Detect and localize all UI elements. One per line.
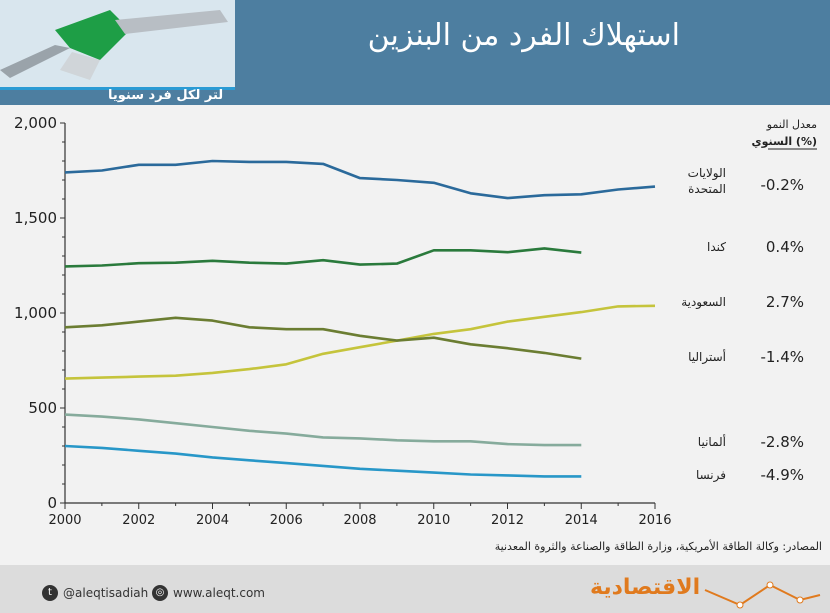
growth-value-canada: 0.4% [766,238,804,256]
series-line-canada [64,247,582,268]
twitter-icon: t [42,585,58,601]
chart-area: 2,000 1,500 1,000 500 0 2000 2002 2004 2006 2008 2… [0,105,830,565]
x-tick-label: 2012 [491,513,524,528]
series-label-usa-2: المتحدة [688,182,726,196]
unit-label: لتر لكل فرد سنويا [108,88,224,103]
header: استهلاك الفرد من البنزين لتر لكل فرد سنو… [0,0,830,105]
y-tick-label: 1,000 [14,304,57,322]
globe-icon: ◎ [152,585,168,601]
x-tick-label: 2014 [565,513,598,528]
growth-value-australia: -1.4% [760,348,804,366]
y-tick-label: 1,500 [14,209,57,227]
x-tick-label: 2000 [48,513,81,528]
y-tick-label: 2,000 [14,114,57,132]
series-line-australia [64,316,582,360]
chart-series [64,159,656,478]
x-tick-label: 2004 [196,513,229,528]
x-tick-label: 2002 [122,513,155,528]
series-line-france [64,444,582,478]
website-text: www.aleqt.com [173,586,265,600]
footer: t @aleqtisadiah ◎ www.aleqt.com الاقتصاد… [0,565,830,613]
series-line-usa [64,159,656,200]
website-link[interactable]: ◎ www.aleqt.com [152,585,265,601]
series-label-canada: كندا [707,240,726,254]
series-label-germany: ألمانيا [698,434,726,449]
growth-header-line2: السنوي (%) [752,135,817,148]
twitter-handle[interactable]: t @aleqtisadiah [42,585,148,601]
source-note: المصادر: وكالة الطاقة الأمريكية، وزارة ا… [494,540,822,553]
y-tick-label: 500 [28,399,57,417]
growth-value-saudi: 2.7% [766,293,804,311]
growth-value-germany: -2.8% [760,433,804,451]
x-tick-label: 2010 [417,513,450,528]
series-label-saudi: السعودية [681,295,726,310]
twitter-handle-text: @aleqtisadiah [63,586,149,600]
logo-trend-icon [704,581,821,609]
series-line-germany [64,413,582,447]
series-label-france: فرنسا [696,468,726,483]
growth-value-usa: -0.2% [760,176,804,194]
series-label-australia: أستراليا [688,349,726,365]
series-line-saudi [64,304,656,380]
fuel-pump-panel [0,0,235,90]
x-tick-label: 2008 [343,513,376,528]
page-title: استهلاك الفرد من البنزين [367,18,680,53]
fuel-nozzle-icon [0,10,228,80]
y-tick-label: 0 [47,494,57,512]
x-tick-label: 2016 [638,513,671,528]
growth-value-france: -4.9% [760,466,804,484]
growth-header-line1: معدل النمو [766,118,817,131]
x-tick-label: 2006 [270,513,303,528]
series-label-usa: الولايات [688,166,726,181]
logo: الاقتصادية [590,575,701,600]
